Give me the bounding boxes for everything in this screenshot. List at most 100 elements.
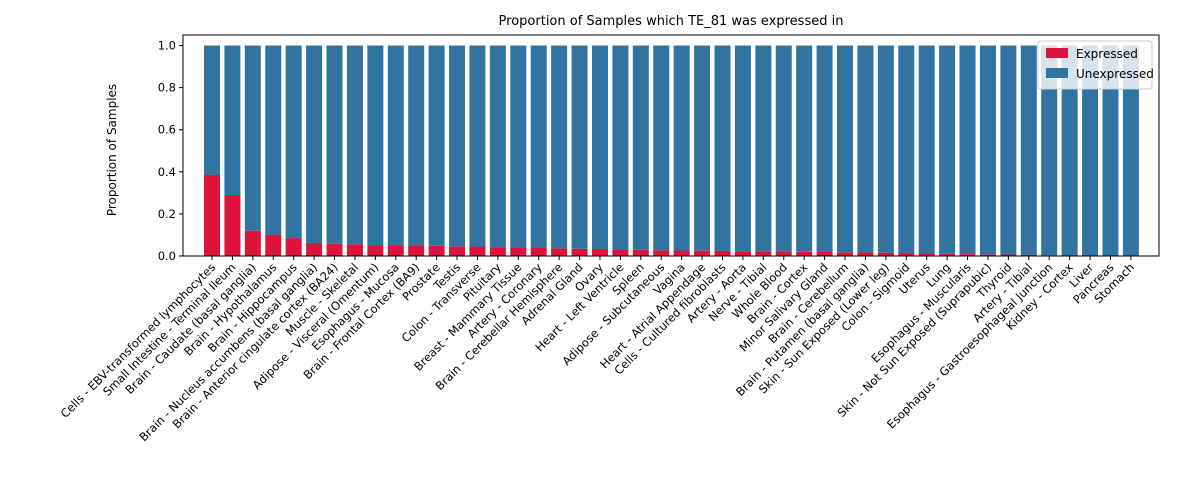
bar-unexpressed xyxy=(775,45,792,252)
y-tick-label: 0.6 xyxy=(158,123,176,137)
y-tick-label: 0.4 xyxy=(158,165,176,179)
bar-expressed xyxy=(449,246,466,256)
bar-unexpressed xyxy=(1102,45,1119,256)
bar-unexpressed xyxy=(510,45,527,248)
bar-expressed xyxy=(367,245,384,256)
bar-unexpressed xyxy=(959,45,976,255)
bar-unexpressed xyxy=(489,45,506,248)
bar-unexpressed xyxy=(1000,45,1017,255)
bar-unexpressed xyxy=(673,45,690,251)
y-axis: 0.0 0.2 0.4 0.6 0.8 1.0 xyxy=(158,39,183,263)
bar-expressed xyxy=(224,194,241,256)
bar-expressed xyxy=(979,254,996,256)
bar-unexpressed xyxy=(346,45,363,245)
bar-expressed xyxy=(387,245,404,256)
bar-expressed xyxy=(816,252,833,256)
bar-unexpressed xyxy=(877,45,894,253)
legend-swatch xyxy=(1046,68,1068,78)
bar-expressed xyxy=(285,238,302,256)
bar-expressed xyxy=(591,249,608,256)
bar-unexpressed xyxy=(837,45,854,253)
bar-expressed xyxy=(244,230,261,256)
bar-unexpressed xyxy=(1122,45,1139,256)
y-tick-label: 0.2 xyxy=(158,207,176,221)
bar-unexpressed xyxy=(367,45,384,246)
bar-unexpressed xyxy=(326,45,343,244)
bar-expressed xyxy=(551,248,568,256)
bar-expressed xyxy=(571,248,588,256)
bar-expressed xyxy=(857,252,874,256)
bar-expressed xyxy=(489,247,506,256)
bar-expressed xyxy=(204,174,220,256)
bar-unexpressed xyxy=(1020,45,1037,255)
bar-expressed xyxy=(469,246,486,256)
bar-unexpressed xyxy=(469,45,486,247)
bar-expressed xyxy=(796,251,813,256)
bar-unexpressed xyxy=(408,45,425,246)
bar-unexpressed xyxy=(796,45,813,252)
bar-unexpressed xyxy=(898,45,915,254)
y-tick-label: 1.0 xyxy=(158,39,176,53)
bar-expressed xyxy=(408,245,425,256)
chart-title: Proportion of Samples which TE_81 was ex… xyxy=(499,14,844,29)
bar-expressed xyxy=(265,234,282,256)
bar-unexpressed xyxy=(612,45,629,250)
legend: Expressed Unexpressed xyxy=(1037,40,1154,90)
bar-unexpressed xyxy=(694,45,711,251)
bar-expressed xyxy=(877,252,894,256)
bar-expressed xyxy=(428,245,445,256)
bar-expressed xyxy=(898,253,915,256)
bar-expressed xyxy=(714,250,731,256)
bar-unexpressed xyxy=(714,45,731,251)
bar-unexpressed xyxy=(428,45,445,246)
bar-expressed xyxy=(755,251,772,256)
bar-unexpressed xyxy=(918,45,935,254)
bar-expressed xyxy=(612,249,629,256)
bar-expressed xyxy=(939,253,956,256)
bar-unexpressed xyxy=(591,45,608,250)
plot-area xyxy=(182,34,1160,257)
x-axis: Cells - EBV-transformed lymphocytesSmall… xyxy=(58,256,1137,444)
bar-expressed xyxy=(653,250,670,256)
bar-expressed xyxy=(694,250,711,256)
bar-unexpressed xyxy=(653,45,670,251)
bar-expressed xyxy=(734,251,751,256)
bar-unexpressed xyxy=(816,45,833,252)
bar-unexpressed xyxy=(1082,45,1099,256)
bar-expressed xyxy=(346,244,363,256)
bar-unexpressed xyxy=(551,45,568,249)
bar-unexpressed xyxy=(224,45,241,195)
y-axis-label: Proportion of Samples xyxy=(105,84,119,216)
plot-frame xyxy=(182,34,1160,257)
bar-unexpressed xyxy=(571,45,588,249)
bar-expressed xyxy=(837,252,854,256)
bar-unexpressed xyxy=(734,45,751,252)
bar-unexpressed xyxy=(306,45,323,243)
bar-expressed xyxy=(306,242,323,256)
bar-expressed xyxy=(775,251,792,256)
bar-expressed xyxy=(530,248,547,256)
bar-expressed xyxy=(673,250,690,256)
bar-unexpressed xyxy=(530,45,547,248)
bar-expressed xyxy=(326,243,343,256)
bar-unexpressed xyxy=(387,45,404,246)
bar-unexpressed xyxy=(857,45,874,253)
bar-unexpressed xyxy=(939,45,956,254)
bar-expressed xyxy=(510,247,527,256)
legend-label: Unexpressed xyxy=(1076,67,1154,81)
legend-label: Expressed xyxy=(1076,47,1138,61)
bar-unexpressed xyxy=(204,45,220,175)
bar-unexpressed xyxy=(755,45,772,252)
bar-unexpressed xyxy=(244,45,261,231)
bar-unexpressed xyxy=(449,45,466,247)
bar-unexpressed xyxy=(1061,45,1078,256)
bar-expressed xyxy=(959,254,976,256)
bar-expressed xyxy=(632,249,649,256)
bar-unexpressed xyxy=(632,45,649,250)
bar-unexpressed xyxy=(285,45,302,239)
bar-unexpressed xyxy=(265,45,282,235)
bar-unexpressed xyxy=(1041,45,1058,256)
bar-unexpressed xyxy=(979,45,996,255)
y-tick-label: 0.8 xyxy=(158,81,176,95)
